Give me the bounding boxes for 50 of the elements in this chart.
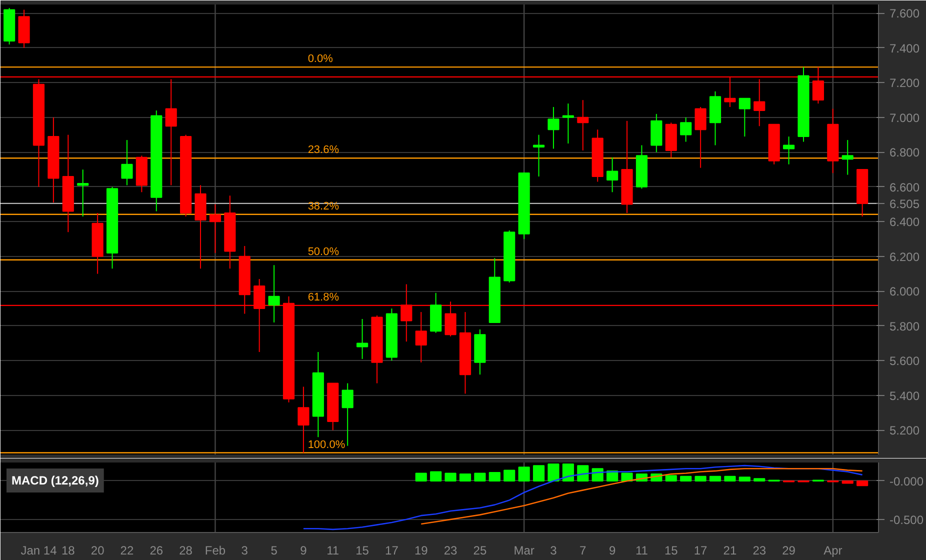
x-tick-label: 15 (664, 544, 678, 558)
y-tick-label: -0.500 (890, 512, 924, 527)
annotation: 61.8% (308, 291, 340, 304)
x-tick-label: 5 (270, 544, 278, 558)
x-tick-label: 9 (608, 544, 616, 558)
annotation: 23.6% (308, 144, 340, 156)
text: MACD (12,26,9) (12, 474, 99, 488)
y-tick-label: 6.505 (890, 196, 920, 211)
x-tick-label: 22 (120, 544, 134, 558)
x-tick-label: 7 (580, 544, 587, 558)
x-tick-label: 20 (90, 544, 105, 558)
x-tick-label: 23 (752, 544, 766, 558)
y-tick-label: 6.600 (890, 180, 920, 194)
y-tick-label: 5.600 (890, 354, 920, 368)
y-tick-label: 5.200 (890, 424, 920, 438)
x-tick-label: 11 (326, 544, 340, 558)
x-tick-label: 11 (635, 544, 648, 558)
y-tick-label: 7.200 (890, 76, 920, 90)
x-tick-label: 18 (61, 544, 76, 558)
x-tick-label: 21 (723, 544, 737, 558)
x-tick-label: Feb (204, 544, 226, 558)
y-tick-label: 5.800 (890, 319, 920, 334)
y-tick-label: 7.000 (890, 110, 920, 125)
x-tick-label: 25 (473, 544, 487, 558)
x-tick-label: Jan 14 (20, 544, 58, 558)
y-tick-label: 7.400 (890, 41, 920, 56)
x-tick-label: 29 (782, 544, 796, 558)
y-tick-label: 6.000 (890, 284, 920, 299)
x-tick-label: 17 (385, 544, 399, 558)
x-tick-label: 9 (300, 544, 308, 558)
x-tick-label: 28 (179, 544, 193, 558)
annotation: 100.0% (308, 438, 346, 451)
x-tick-label: 3 (241, 544, 248, 558)
x-tick-label: 3 (550, 544, 558, 558)
y-tick-label: -0.000 (890, 474, 924, 488)
y-tick-label: 7.600 (890, 6, 920, 21)
x-tick-label: 23 (444, 544, 458, 558)
annotation: 50.0% (308, 246, 340, 258)
annotation: 38.2% (308, 200, 340, 212)
y-tick-label: 5.400 (890, 388, 920, 403)
x-tick-label: 19 (414, 544, 428, 558)
y-tick-label: 6.800 (890, 146, 920, 160)
x-tick-label: 15 (356, 544, 370, 558)
y-tick-label: 6.200 (890, 250, 920, 264)
annotation: 0.0% (308, 53, 334, 66)
x-tick-label: Apr (824, 544, 842, 558)
x-tick-label: Mar (514, 544, 534, 558)
x-tick-label: 26 (150, 544, 164, 558)
y-tick-label: 6.400 (890, 215, 920, 230)
x-tick-label: 17 (694, 544, 708, 558)
